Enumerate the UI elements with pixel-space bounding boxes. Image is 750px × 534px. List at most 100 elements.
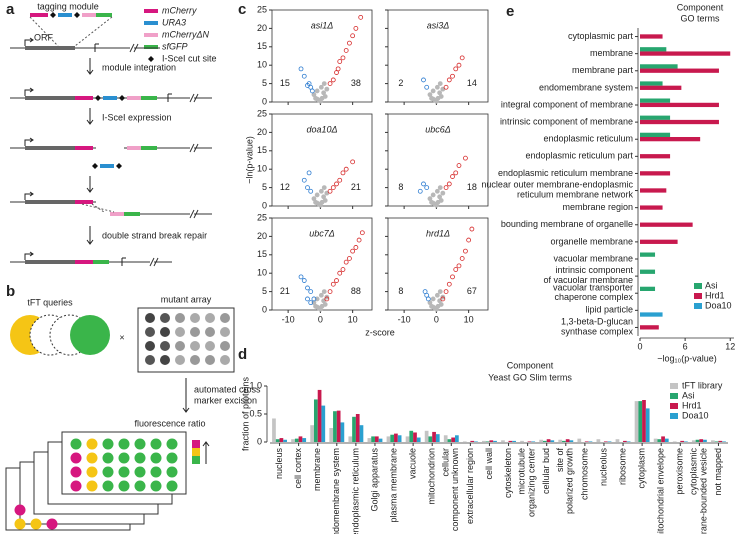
y-tick-label: 20 <box>257 127 267 137</box>
x-tick-label: -10 <box>282 314 295 324</box>
point <box>322 198 328 203</box>
diagram-a: tagging module mCherry URA3 mCherryΔN sf… <box>10 1 217 267</box>
x-tick-label: cellularcomponent unknown <box>441 448 461 531</box>
cut-site <box>50 12 56 18</box>
y-axis-label: fraction of proteins <box>240 376 250 451</box>
bar <box>512 440 516 442</box>
scale-arrow <box>202 441 210 464</box>
point <box>453 267 459 272</box>
point <box>446 181 452 187</box>
legend-label: Hrd1 <box>705 290 725 300</box>
y-tick-label: integral component of membrane <box>501 99 633 109</box>
x-tick-label: endomembrane system <box>331 448 341 534</box>
legend-label: I-SceI cut site <box>162 53 217 63</box>
point <box>450 73 455 79</box>
point <box>463 248 468 254</box>
y-tick-label: 0 <box>257 436 262 446</box>
panel-title: ubc7Δ <box>309 228 335 238</box>
point <box>437 185 443 191</box>
legend-swatch <box>144 21 158 25</box>
point <box>334 181 339 187</box>
bar <box>562 440 566 442</box>
point <box>340 170 346 176</box>
promoter <box>24 87 172 102</box>
bar <box>569 440 574 442</box>
x-tick-label: not mapped <box>713 448 723 496</box>
bar <box>711 440 715 442</box>
x-tick-label: 0 <box>434 314 439 324</box>
mcherry-dn <box>110 212 124 216</box>
y-tick-label: 25 <box>257 108 267 118</box>
promoter <box>24 251 126 266</box>
point <box>343 166 349 172</box>
point <box>305 285 310 291</box>
bar <box>279 438 284 442</box>
bar <box>352 416 356 442</box>
point <box>301 278 307 283</box>
point <box>430 96 436 102</box>
bar <box>626 441 631 442</box>
bar <box>615 439 620 442</box>
bar <box>397 435 402 442</box>
bar <box>443 435 448 442</box>
bar <box>275 439 280 442</box>
point <box>437 289 443 295</box>
bar <box>640 222 693 227</box>
point <box>463 155 468 161</box>
point <box>438 198 444 203</box>
bar <box>386 436 391 442</box>
y-tick-label: 20 <box>257 231 267 241</box>
scale-swatch <box>192 456 200 464</box>
down-count: 8 <box>398 286 403 296</box>
y-tick-label: endoplasmic reticulum part <box>525 151 633 161</box>
bar <box>588 441 593 442</box>
point <box>343 259 349 265</box>
y-tick-label: vacuolar membrane <box>553 253 633 263</box>
bar <box>640 136 701 142</box>
bar <box>640 119 719 125</box>
point <box>314 296 320 302</box>
point <box>327 289 333 295</box>
bar <box>455 435 459 442</box>
y-tick-label: 5 <box>262 286 267 296</box>
point <box>321 289 327 295</box>
scale-swatch <box>192 448 200 456</box>
y-tick-label: lipid particle <box>585 305 633 315</box>
point <box>337 59 343 64</box>
bar <box>640 154 671 159</box>
array-label: mutant array <box>161 294 212 304</box>
bar <box>640 47 667 52</box>
point <box>314 96 320 102</box>
bar <box>390 434 395 442</box>
point <box>450 174 455 179</box>
y-tick-label: vacuolar transporter chaperone complex <box>553 283 634 303</box>
point <box>421 77 426 83</box>
point <box>311 296 317 302</box>
point <box>456 62 462 68</box>
bar <box>333 411 337 442</box>
bar <box>684 441 688 442</box>
bar <box>546 439 551 442</box>
point <box>424 84 430 90</box>
bar <box>640 252 656 257</box>
x-tick-label: ribosome <box>617 448 627 485</box>
y-tick-label: endomembrane system <box>539 82 633 92</box>
bar <box>565 439 570 442</box>
y-tick-label: membrane part <box>572 65 634 75</box>
point <box>453 66 459 72</box>
point <box>440 296 446 302</box>
orf <box>25 46 75 50</box>
panel-label: e <box>506 3 514 20</box>
point <box>335 66 341 72</box>
bar <box>638 401 643 442</box>
step-label: automated cross <box>194 384 261 394</box>
y-tick-label: membrane <box>590 48 633 58</box>
bar <box>394 433 398 442</box>
y-tick-label: 10 <box>257 60 267 70</box>
bar <box>489 440 494 442</box>
bar <box>661 436 665 442</box>
point <box>305 83 310 88</box>
module-label: tagging module <box>37 1 99 11</box>
x-tick-label: 0 <box>318 314 323 324</box>
